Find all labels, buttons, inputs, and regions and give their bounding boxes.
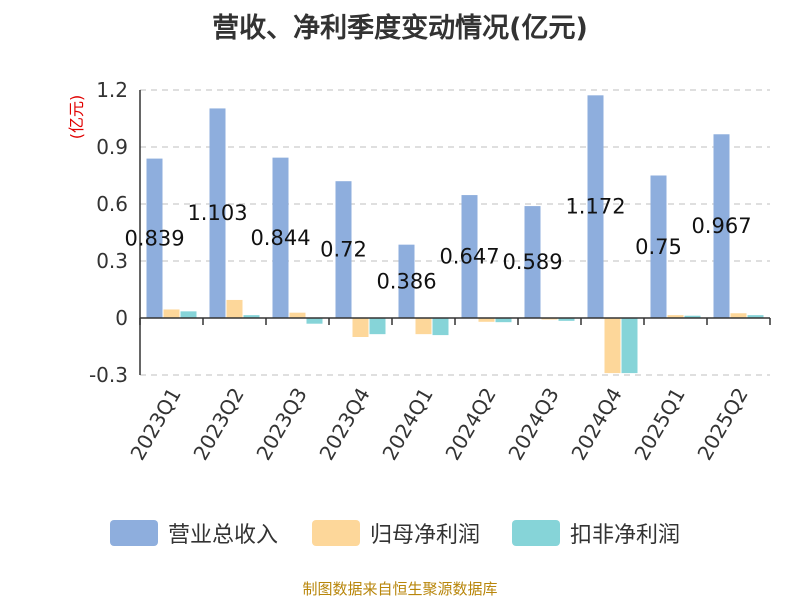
x-tick-label: 2025Q2 bbox=[692, 384, 752, 465]
bar-deducted-net-profit bbox=[432, 318, 449, 336]
data-label-revenue: 0.386 bbox=[376, 269, 436, 293]
bar-revenue bbox=[461, 195, 478, 318]
data-label-revenue: 0.647 bbox=[439, 245, 499, 269]
bar-deducted-net-profit bbox=[369, 318, 386, 335]
chart-title: 营收、净利季度变动情况(亿元) bbox=[212, 13, 588, 44]
bar-deducted-net-profit bbox=[495, 318, 512, 323]
bar-net-profit bbox=[415, 318, 432, 335]
bar-deducted-net-profit bbox=[243, 315, 260, 318]
x-tick-label: 2023Q1 bbox=[125, 384, 185, 465]
bar-deducted-net-profit bbox=[621, 318, 638, 374]
bar-revenue bbox=[524, 206, 541, 318]
legend-swatch-net-profit bbox=[312, 520, 360, 546]
data-label-revenue: 0.75 bbox=[635, 235, 682, 259]
x-tick-label: 2024Q3 bbox=[503, 384, 563, 465]
bar-net-profit bbox=[667, 315, 684, 318]
x-tick-label: 2023Q4 bbox=[314, 384, 374, 465]
legend-label-deducted-net-profit: 扣非净利润 bbox=[570, 523, 681, 548]
data-label-revenue: 0.967 bbox=[691, 214, 751, 238]
bar-deducted-net-profit bbox=[558, 318, 575, 321]
source-note: 制图数据来自恒生聚源数据库 bbox=[302, 580, 498, 598]
legend-swatch-deducted-net-profit bbox=[512, 520, 560, 546]
data-label-revenue: 0.72 bbox=[320, 238, 367, 262]
legend-item-revenue[interactable]: 营业总收入 bbox=[110, 518, 278, 548]
y-tick-label: -0.3 bbox=[89, 363, 128, 387]
x-tick-label: 2023Q3 bbox=[251, 384, 311, 465]
bar-revenue bbox=[335, 181, 352, 318]
legend-swatch-revenue bbox=[110, 520, 158, 546]
bar-deducted-net-profit bbox=[306, 318, 323, 324]
bar-revenue bbox=[650, 175, 667, 318]
legend-label-revenue: 营业总收入 bbox=[168, 523, 279, 548]
data-label-revenue: 0.844 bbox=[250, 226, 310, 250]
y-axis-label: (亿元) bbox=[67, 95, 86, 140]
bar-revenue bbox=[146, 158, 163, 318]
data-label-revenue: 0.589 bbox=[502, 250, 562, 274]
bar-net-profit bbox=[226, 299, 243, 318]
bar-revenue bbox=[272, 157, 289, 318]
bar-revenue bbox=[713, 134, 730, 318]
bars bbox=[146, 95, 764, 374]
data-label-revenue: 0.839 bbox=[124, 226, 184, 250]
y-tick-label: 0.9 bbox=[96, 135, 128, 159]
x-tick-label: 2024Q1 bbox=[377, 384, 437, 465]
bar-net-profit bbox=[352, 318, 369, 337]
grid-lines bbox=[140, 89, 770, 376]
x-tick-label: 2023Q2 bbox=[188, 384, 248, 465]
bar-deducted-net-profit bbox=[747, 315, 764, 318]
x-tick-label: 2024Q2 bbox=[440, 384, 500, 465]
bar-net-profit bbox=[163, 309, 180, 318]
bar-net-profit bbox=[289, 312, 306, 318]
bar-net-profit bbox=[604, 318, 621, 374]
legend-item-net-profit[interactable]: 归母净利润 bbox=[312, 518, 480, 548]
data-label-revenue: 1.103 bbox=[187, 201, 247, 225]
bar-net-profit bbox=[478, 318, 495, 322]
x-tick-label: 2024Q4 bbox=[566, 384, 626, 465]
bar-revenue bbox=[587, 95, 604, 318]
y-tick-label: 0.3 bbox=[96, 249, 128, 273]
y-tick-label: 0.6 bbox=[96, 192, 128, 216]
bar-revenue bbox=[209, 108, 226, 319]
y-tick-label: 1.2 bbox=[96, 78, 128, 102]
bar-deducted-net-profit bbox=[180, 311, 197, 318]
bar-net-profit bbox=[541, 318, 558, 320]
data-label-revenue: 1.172 bbox=[565, 195, 625, 219]
bar-net-profit bbox=[730, 313, 747, 318]
legend-item-deducted-net-profit[interactable]: 扣非净利润 bbox=[512, 518, 680, 548]
legend-label-net-profit: 归母净利润 bbox=[370, 523, 481, 548]
bar-revenue bbox=[398, 244, 415, 318]
bar-deducted-net-profit bbox=[684, 315, 701, 318]
y-tick-label: 0 bbox=[115, 306, 128, 330]
x-tick-label: 2025Q1 bbox=[629, 384, 689, 465]
